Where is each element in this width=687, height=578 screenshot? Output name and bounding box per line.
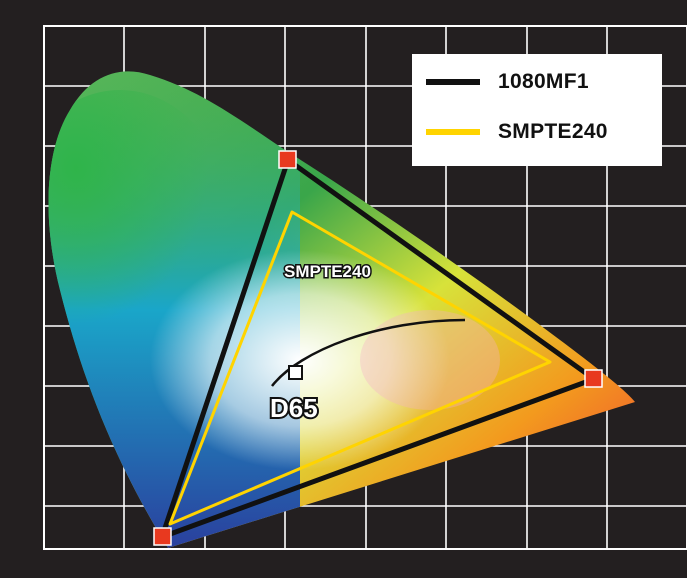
legend-item-1080MF1: 1080MF1 — [426, 64, 589, 100]
legend-swatch-black — [426, 79, 480, 85]
d65-label: D65 — [270, 393, 318, 423]
legend-item-SMPTE240: SMPTE240 — [426, 114, 608, 150]
legend-label: 1080MF1 — [498, 70, 589, 93]
primary-marker-red — [584, 369, 603, 388]
legend-label: SMPTE240 — [498, 120, 608, 143]
planckian-locus-curve — [271, 318, 466, 387]
primary-marker-green — [278, 150, 297, 169]
primary-marker-blue — [153, 527, 172, 546]
legend: 1080MF1 SMPTE240 — [412, 54, 662, 166]
legend-swatch-yellow — [426, 129, 480, 135]
triangle-SMPTE240 — [168, 210, 552, 526]
smpte240-inner-label: SMPTE240 — [284, 262, 371, 281]
triangle-1080MF1 — [159, 157, 597, 540]
d65-marker — [288, 365, 303, 380]
